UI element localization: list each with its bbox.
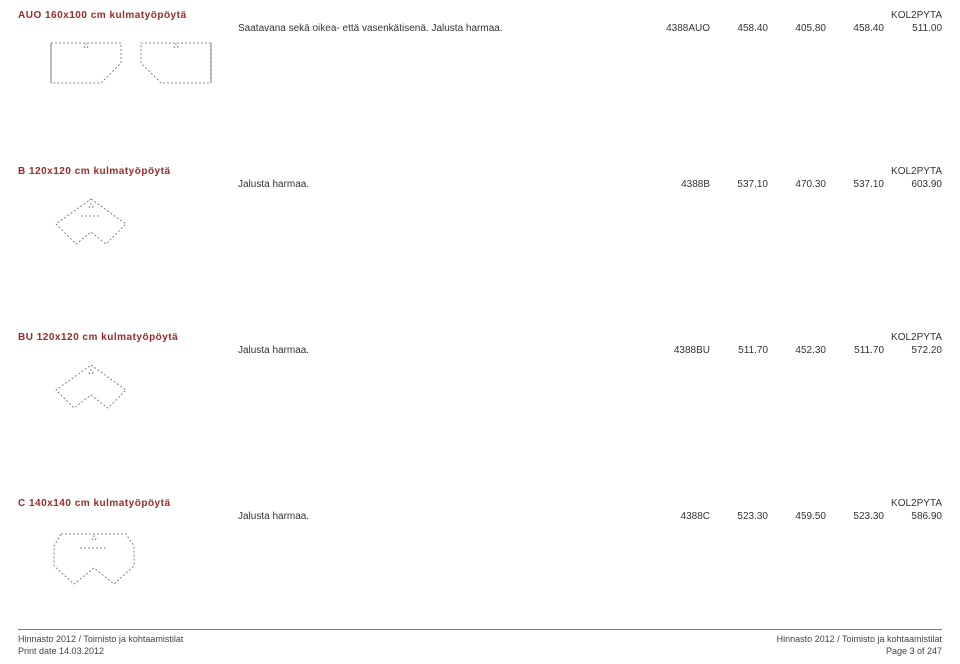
- price-value: 458.40: [826, 23, 884, 34]
- price-value: 523.30: [826, 511, 884, 522]
- diagram-c: [46, 526, 942, 588]
- diagram-auo: [46, 38, 942, 88]
- product-block: BU 120x120 cm kulmatyöpöytä KO L2 PY TA …: [18, 332, 942, 420]
- col-header: TA: [930, 10, 942, 21]
- price-value: 459.50: [768, 511, 826, 522]
- col-header: PY: [917, 332, 930, 343]
- price-value: 511.70: [710, 345, 768, 356]
- product-desc: Jalusta harmaa.: [18, 511, 652, 522]
- product-code: 4388AUO: [652, 23, 710, 34]
- price-value: 511.70: [826, 345, 884, 356]
- diagram-bu: [46, 360, 942, 420]
- col-header: L2: [905, 10, 916, 21]
- price-value: 458.40: [710, 23, 768, 34]
- product-title: C 140x140 cm kulmatyöpöytä: [18, 498, 238, 509]
- page-footer: Hinnasto 2012 / Toimisto ja kohtaamistil…: [0, 629, 960, 664]
- col-header: L2: [905, 498, 916, 509]
- product-block: C 140x140 cm kulmatyöpöytä KO L2 PY TA J…: [18, 498, 942, 588]
- col-header: TA: [930, 332, 942, 343]
- col-header: PY: [917, 10, 930, 21]
- price-value: 586.90: [884, 511, 942, 522]
- price-value: 405.80: [768, 23, 826, 34]
- footer-right-bottom: Page 3 of 247: [886, 646, 942, 656]
- price-value: 511.00: [884, 23, 942, 34]
- price-value: 470.30: [768, 179, 826, 190]
- col-header: L2: [905, 166, 916, 177]
- col-header: KO: [891, 166, 905, 177]
- product-block: B 120x120 cm kulmatyöpöytä KO L2 PY TA J…: [18, 166, 942, 254]
- product-code: 4388C: [652, 511, 710, 522]
- price-value: 537.10: [826, 179, 884, 190]
- col-header: KO: [891, 498, 905, 509]
- footer-left-bottom: Print date 14.03.2012: [18, 646, 104, 656]
- col-header: KO: [891, 10, 905, 21]
- price-value: 537.10: [710, 179, 768, 190]
- col-header: KO: [891, 332, 905, 343]
- price-value: 452.30: [768, 345, 826, 356]
- col-header: TA: [930, 498, 942, 509]
- diagram-b: [46, 194, 942, 254]
- product-title: B 120x120 cm kulmatyöpöytä: [18, 166, 238, 177]
- product-block: AUO 160x100 cm kulmatyöpöytä KO L2 PY TA…: [18, 10, 942, 88]
- product-title: AUO 160x100 cm kulmatyöpöytä: [18, 10, 238, 21]
- product-code: 4388B: [652, 179, 710, 190]
- price-value: 603.90: [884, 179, 942, 190]
- product-title: BU 120x120 cm kulmatyöpöytä: [18, 332, 238, 343]
- col-header: L2: [905, 332, 916, 343]
- col-header: TA: [930, 166, 942, 177]
- footer-left-top: Hinnasto 2012 / Toimisto ja kohtaamistil…: [18, 634, 183, 644]
- product-desc: Jalusta harmaa.: [18, 345, 652, 356]
- col-header: PY: [917, 166, 930, 177]
- col-header: PY: [917, 498, 930, 509]
- product-code: 4388BU: [652, 345, 710, 356]
- product-desc: Jalusta harmaa.: [18, 179, 652, 190]
- price-value: 572.20: [884, 345, 942, 356]
- product-desc: Saatavana sekä oikea- että vasenkätisenä…: [18, 23, 652, 34]
- price-value: 523.30: [710, 511, 768, 522]
- footer-right-top: Hinnasto 2012 / Toimisto ja kohtaamistil…: [777, 634, 942, 644]
